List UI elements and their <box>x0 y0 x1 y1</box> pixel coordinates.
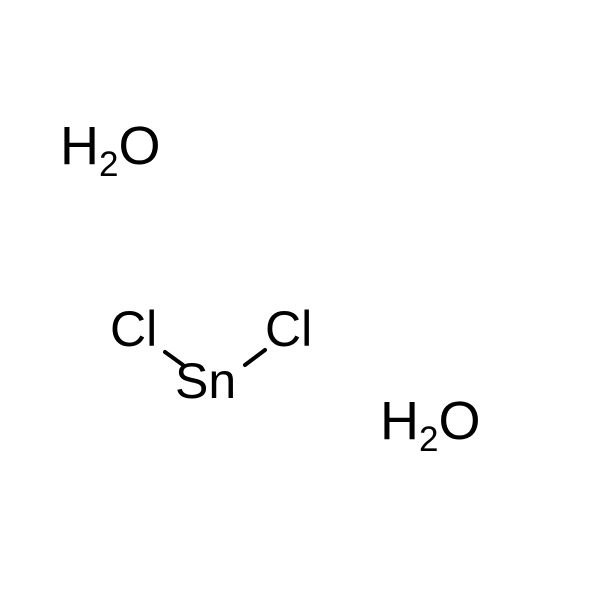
water-top-label: H2O <box>60 115 161 177</box>
cl-left-label: Cl <box>110 300 157 358</box>
water-bottom-label: H2O <box>380 390 481 452</box>
cl-right-label: Cl <box>265 300 312 358</box>
chemical-structure-diagram: H2O H2O Cl Cl Sn <box>0 0 600 600</box>
bond-sn-cl-right <box>245 350 265 365</box>
sn-center-label: Sn <box>175 352 236 410</box>
